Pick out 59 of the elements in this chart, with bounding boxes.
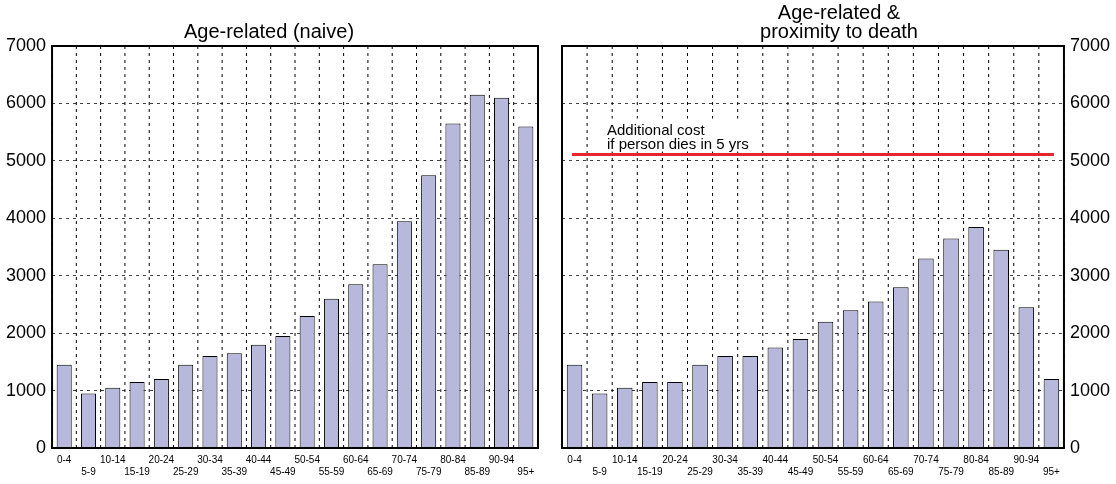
x-tick-label: 20-24 [662,453,689,465]
x-tick-label: 70-74 [391,453,418,465]
y2-tick-label: 1000 [1069,379,1110,400]
x-tick-label: 75-79 [415,465,442,477]
x-tick-label: 55-59 [837,465,864,477]
x-tick-label: 50-54 [294,453,321,465]
x-tick-label: 30-34 [712,453,739,465]
x-tick-label: 15-19 [637,465,664,477]
y2-tick-label: 3000 [1069,264,1110,285]
x-tick-label: 80-84 [440,453,467,465]
y-tick-label: 1000 [6,379,47,400]
x-tick-label: 10-14 [100,453,127,465]
x-tick-label: 65-69 [888,465,915,477]
y2-tick-label: 0 [1069,436,1080,457]
y2-tick-label: 2000 [1069,322,1110,343]
y-tick-label: 0 [36,436,47,457]
x-tick-label: 30-34 [197,453,224,465]
x-tick-label: 55-59 [318,465,345,477]
x-tick-label: 45-49 [270,465,297,477]
chart-title: Age-related (naive) [183,20,355,43]
y-tick-label: 3000 [6,264,47,285]
y2-tick-label: 6000 [1069,92,1110,113]
x-tick-label: 90-94 [1013,453,1040,465]
x-tick-label: 40-44 [762,453,789,465]
y2-tick-label: 7000 [1069,34,1110,55]
ref-line-label: Additional cost if person dies in 5 yrs [607,120,749,152]
chart-title: Age-related & proximity to death [760,1,918,43]
y2-tick-label: 5000 [1069,149,1110,170]
x-tick-label: 35-39 [737,465,764,477]
x-tick-label: 5-9 [81,465,97,477]
x-tick-label: 35-39 [221,465,248,477]
x-tick-label: 85-89 [464,465,491,477]
x-tick-label: 85-89 [988,465,1015,477]
y-tick-label: 2000 [6,322,47,343]
x-tick-label: 0-4 [567,453,583,465]
x-tick-label: 45-49 [787,465,814,477]
x-tick-label: 25-29 [172,465,199,477]
x-tick-label: 15-19 [124,465,151,477]
x-tick-label: 20-24 [148,453,175,465]
x-tick-label: 5-9 [592,465,608,477]
x-tick-label: 0-4 [56,453,72,465]
x-tick-label: 90-94 [488,453,515,465]
y2-tick-label: 4000 [1069,207,1110,228]
x-tick-label: 60-64 [862,453,889,465]
x-tick-label: 95+ [1042,465,1061,477]
x-tick-label: 75-79 [938,465,965,477]
x-tick-label: 40-44 [245,453,272,465]
x-tick-label: 10-14 [611,453,638,465]
y-tick-label: 6000 [6,92,47,113]
x-tick-label: 95+ [517,465,535,477]
y-tick-label: 5000 [6,149,47,170]
x-tick-label: 70-74 [913,453,940,465]
x-tick-label: 50-54 [812,453,839,465]
y-tick-label: 4000 [6,207,47,228]
x-tick-label: 25-29 [687,465,714,477]
x-tick-label: 60-64 [342,453,369,465]
x-tick-label: 80-84 [963,453,990,465]
y-tick-label: 7000 [6,34,47,55]
x-tick-label: 65-69 [367,465,394,477]
